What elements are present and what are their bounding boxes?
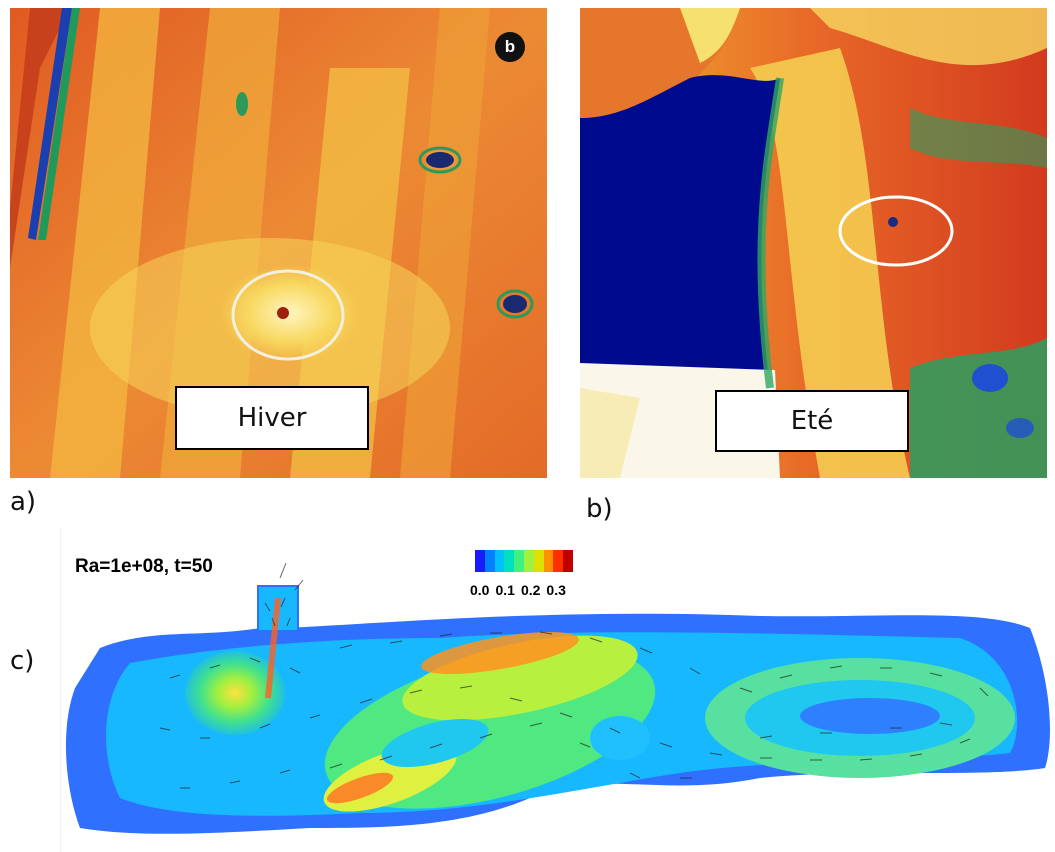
colorbar-segment	[533, 550, 544, 572]
colorbar-segment	[514, 550, 524, 572]
colorbar-segment	[553, 550, 564, 572]
colorbar-tick: 0.2	[520, 582, 541, 598]
colorbar-segment	[484, 550, 495, 572]
highlight-ellipse	[231, 269, 345, 361]
colorbar-tick: 0.3	[546, 582, 566, 598]
colorbar-segment	[523, 550, 534, 572]
simulation-title: Ra=1e+08, t=50	[75, 556, 213, 577]
subfigure-label-b: b)	[586, 494, 613, 524]
colorbar	[475, 550, 573, 572]
thermal-image-winter: b Hiver	[10, 8, 547, 478]
colorbar-tick: 0.1	[495, 582, 515, 598]
colorbar-segment	[504, 550, 515, 572]
winter-label: Hiver	[175, 386, 369, 450]
thermal-winter-graphic	[10, 8, 547, 478]
panel-b-reference-badge: b	[495, 32, 525, 62]
subfigure-label-a: a)	[10, 487, 37, 517]
summer-label: Eté	[715, 390, 909, 452]
colorbar-segment	[494, 550, 505, 572]
simulation-flow-field: Ra=1e+08, t=50 0.0 0.1 0.2 0.3	[60, 528, 1055, 852]
colorbar-segment	[543, 550, 554, 572]
thermal-image-summer: Eté	[580, 8, 1047, 478]
flow-field-graphic	[60, 528, 1051, 852]
colorbar-ticks: 0.0 0.1 0.2 0.3	[470, 582, 566, 598]
colorbar-tick: 0.0	[470, 582, 490, 598]
subfigure-label-c: c)	[10, 646, 35, 676]
colorbar-segment	[563, 550, 573, 572]
colorbar-segment	[475, 550, 485, 572]
highlight-ellipse	[838, 195, 954, 267]
